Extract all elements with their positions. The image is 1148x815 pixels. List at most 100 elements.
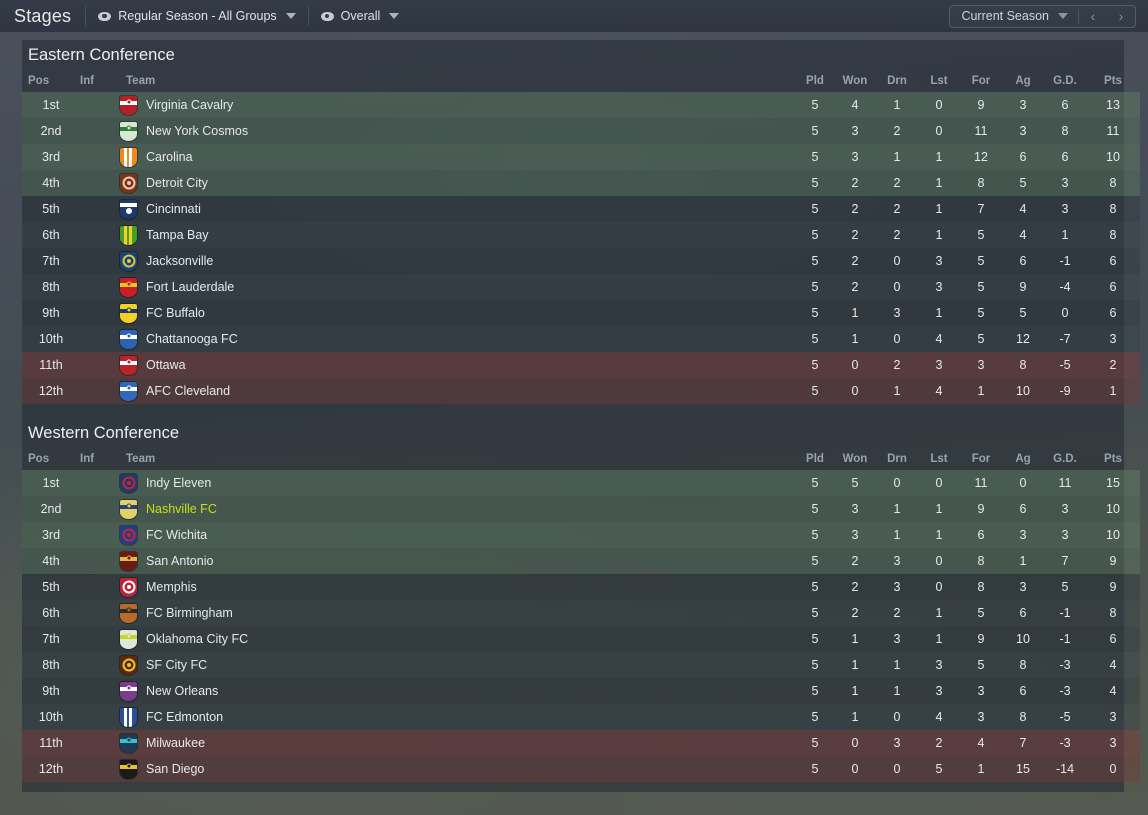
table-row[interactable]: 7th Jacksonville 5 2 0 3 5 6 -1 6 <box>22 248 1148 274</box>
row-info-cell[interactable] <box>74 600 120 626</box>
row-info-cell[interactable] <box>74 274 120 300</box>
season-selector-label[interactable]: Current Season <box>961 9 1049 23</box>
column-header-lst[interactable]: Lst <box>930 75 948 87</box>
row-team-cell[interactable]: New Orleans <box>120 678 796 704</box>
table-row[interactable]: 1st Virginia Cavalry 5 4 1 0 9 3 6 13 <box>22 92 1148 118</box>
column-header-team[interactable]: Team <box>126 75 156 87</box>
table-row[interactable]: 11th Ottawa 5 0 2 3 3 8 -5 2 <box>22 352 1148 378</box>
row-info-cell[interactable] <box>74 118 120 144</box>
column-header-ag[interactable]: Ag <box>1015 75 1031 87</box>
column-header-pos[interactable]: Pos <box>28 453 50 465</box>
column-header-inf[interactable]: Inf <box>80 453 95 465</box>
table-row[interactable]: 12th San Diego 5 0 0 5 1 15 -14 0 <box>22 756 1148 782</box>
team-name[interactable]: Milwaukee <box>146 736 206 750</box>
row-team-cell[interactable]: SF City FC <box>120 652 796 678</box>
row-info-cell[interactable] <box>74 326 120 352</box>
table-row[interactable]: 2nd New York Cosmos 5 3 2 0 11 3 8 11 <box>22 118 1148 144</box>
row-team-cell[interactable]: AFC Cleveland <box>120 378 796 404</box>
row-team-cell[interactable]: New York Cosmos <box>120 118 796 144</box>
column-header-lst[interactable]: Lst <box>930 453 948 465</box>
row-info-cell[interactable] <box>74 730 120 756</box>
row-info-cell[interactable] <box>74 300 120 326</box>
column-header-pld[interactable]: Pld <box>806 75 824 87</box>
table-row[interactable]: 9th FC Buffalo 5 1 3 1 5 5 0 6 <box>22 300 1148 326</box>
row-team-cell[interactable]: Chattanooga FC <box>120 326 796 352</box>
row-info-cell[interactable] <box>74 144 120 170</box>
row-team-cell[interactable]: Tampa Bay <box>120 222 796 248</box>
row-info-cell[interactable] <box>74 378 120 404</box>
row-team-cell[interactable]: San Antonio <box>120 548 796 574</box>
row-info-cell[interactable] <box>74 222 120 248</box>
row-info-cell[interactable] <box>74 548 120 574</box>
column-header-gd[interactable]: G.D. <box>1053 453 1077 465</box>
row-team-cell[interactable]: Indy Eleven <box>120 470 796 496</box>
column-header-for[interactable]: For <box>971 75 991 87</box>
team-name[interactable]: Chattanooga FC <box>146 332 238 346</box>
team-name[interactable]: Carolina <box>146 150 193 164</box>
view-selector[interactable]: Overall <box>309 0 412 32</box>
column-header-drn[interactable]: Drn <box>887 75 907 87</box>
column-header-for[interactable]: For <box>971 453 991 465</box>
column-header-pos[interactable]: Pos <box>28 75 50 87</box>
table-row[interactable]: 5th Memphis 5 2 3 0 8 3 5 9 <box>22 574 1148 600</box>
row-team-cell[interactable]: Jacksonville <box>120 248 796 274</box>
team-name[interactable]: FC Edmonton <box>146 710 224 724</box>
team-name[interactable]: Jacksonville <box>146 254 214 268</box>
team-name[interactable]: FC Birmingham <box>146 606 233 620</box>
table-row[interactable]: 10th Chattanooga FC 5 1 0 4 5 12 -7 3 <box>22 326 1148 352</box>
table-row[interactable]: 3rd Carolina 5 3 1 1 12 6 6 10 <box>22 144 1148 170</box>
next-season-button[interactable]: › <box>1118 8 1124 24</box>
row-info-cell[interactable] <box>74 704 120 730</box>
row-team-cell[interactable]: Detroit City <box>120 170 796 196</box>
column-header-pld[interactable]: Pld <box>806 453 824 465</box>
row-team-cell[interactable]: Oklahoma City FC <box>120 626 796 652</box>
row-info-cell[interactable] <box>74 756 120 782</box>
column-header-ag[interactable]: Ag <box>1015 453 1031 465</box>
table-row[interactable]: 9th New Orleans 5 1 1 3 3 6 -3 4 <box>22 678 1148 704</box>
row-team-cell[interactable]: Ottawa <box>120 352 796 378</box>
table-row[interactable]: 7th Oklahoma City FC 5 1 3 1 9 10 -1 6 <box>22 626 1148 652</box>
column-header-won[interactable]: Won <box>842 75 868 87</box>
row-info-cell[interactable] <box>74 92 120 118</box>
team-name[interactable]: San Antonio <box>146 554 214 568</box>
team-name[interactable]: Virginia Cavalry <box>146 98 234 112</box>
row-info-cell[interactable] <box>74 352 120 378</box>
table-row[interactable]: 8th Fort Lauderdale 5 2 0 3 5 9 -4 6 <box>22 274 1148 300</box>
team-name[interactable]: Oklahoma City FC <box>146 632 249 646</box>
row-team-cell[interactable]: Carolina <box>120 144 796 170</box>
column-header-pts[interactable]: Pts <box>1104 453 1122 465</box>
team-name[interactable]: New York Cosmos <box>146 124 249 138</box>
row-info-cell[interactable] <box>74 652 120 678</box>
table-row[interactable]: 5th Cincinnati 5 2 2 1 7 4 3 8 <box>22 196 1148 222</box>
row-info-cell[interactable] <box>74 678 120 704</box>
column-header-won[interactable]: Won <box>842 453 868 465</box>
column-header-pts[interactable]: Pts <box>1104 75 1122 87</box>
table-row[interactable]: 11th Milwaukee 5 0 3 2 4 7 -3 3 <box>22 730 1148 756</box>
table-row[interactable]: 4th Detroit City 5 2 2 1 8 5 3 8 <box>22 170 1148 196</box>
team-name[interactable]: AFC Cleveland <box>146 384 231 398</box>
row-team-cell[interactable]: Fort Lauderdale <box>120 274 796 300</box>
row-team-cell[interactable]: FC Wichita <box>120 522 796 548</box>
team-name[interactable]: Indy Eleven <box>146 476 212 490</box>
row-info-cell[interactable] <box>74 470 120 496</box>
row-team-cell[interactable]: Cincinnati <box>120 196 796 222</box>
row-team-cell[interactable]: FC Birmingham <box>120 600 796 626</box>
table-row[interactable]: 8th SF City FC 5 1 1 3 5 8 -3 4 <box>22 652 1148 678</box>
table-row[interactable]: 6th Tampa Bay 5 2 2 1 5 4 1 8 <box>22 222 1148 248</box>
row-team-cell[interactable]: Nashville FC <box>120 496 796 522</box>
team-name[interactable]: San Diego <box>146 762 205 776</box>
table-row[interactable]: 12th AFC Cleveland 5 0 1 4 1 10 -9 1 <box>22 378 1148 404</box>
team-name[interactable]: Ottawa <box>146 358 186 372</box>
table-row[interactable]: 6th FC Birmingham 5 2 2 1 5 6 -1 8 <box>22 600 1148 626</box>
team-name[interactable]: Cincinnati <box>146 202 201 216</box>
team-name[interactable]: New Orleans <box>146 684 219 698</box>
table-row[interactable]: 10th FC Edmonton 5 1 0 4 3 8 -5 3 <box>22 704 1148 730</box>
row-team-cell[interactable]: Milwaukee <box>120 730 796 756</box>
row-info-cell[interactable] <box>74 170 120 196</box>
team-name[interactable]: SF City FC <box>146 658 208 672</box>
row-team-cell[interactable]: Memphis <box>120 574 796 600</box>
column-header-gd[interactable]: G.D. <box>1053 75 1077 87</box>
row-team-cell[interactable]: Virginia Cavalry <box>120 92 796 118</box>
team-name[interactable]: FC Buffalo <box>146 306 205 320</box>
team-name[interactable]: FC Wichita <box>146 528 208 542</box>
